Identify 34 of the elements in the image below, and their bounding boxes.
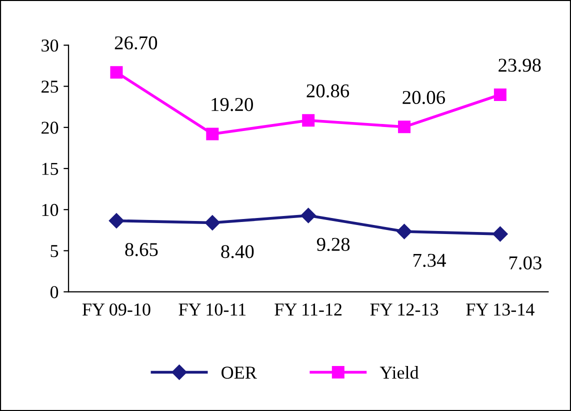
point [108, 213, 124, 228]
y-tick-label: 15 [42, 162, 58, 175]
data-label: 19.20 [212, 98, 253, 112]
y-tick-label: 5 [50, 245, 58, 258]
y-tick-label: 25 [42, 80, 58, 93]
point [302, 114, 315, 127]
point [398, 120, 411, 134]
x-tick-label: FY 12-13 [370, 303, 438, 316]
point [204, 215, 220, 230]
data-label: 7.34 [414, 254, 446, 267]
y-tick-label: 0 [50, 286, 58, 298]
y-tick-label: 30 [42, 39, 58, 52]
data-label: 7.03 [509, 256, 542, 270]
point [206, 128, 219, 140]
data-label: 23.98 [498, 58, 541, 72]
x-tick-label: FY 11-12 [274, 303, 342, 316]
point [110, 66, 123, 79]
data-label: 9.28 [316, 238, 350, 252]
legend-label: Yield [380, 366, 419, 379]
point [396, 224, 412, 240]
data-label: 8.65 [125, 243, 158, 256]
data-label: 26.70 [114, 36, 158, 50]
x-tick-label: FY 09-10 [82, 303, 150, 316]
data-label: 20.06 [402, 90, 446, 104]
point [494, 88, 506, 101]
legend-label: OER [222, 366, 257, 379]
data-label: 8.40 [221, 245, 254, 258]
point [492, 226, 508, 242]
x-tick-label: FY 10-11 [178, 303, 246, 316]
y-tick-label: 20 [42, 122, 58, 134]
data-label: 20.86 [306, 84, 350, 98]
x-tick-label: FY 13-14 [466, 303, 534, 316]
y-tick-label: 10 [42, 204, 58, 216]
point [300, 208, 316, 224]
